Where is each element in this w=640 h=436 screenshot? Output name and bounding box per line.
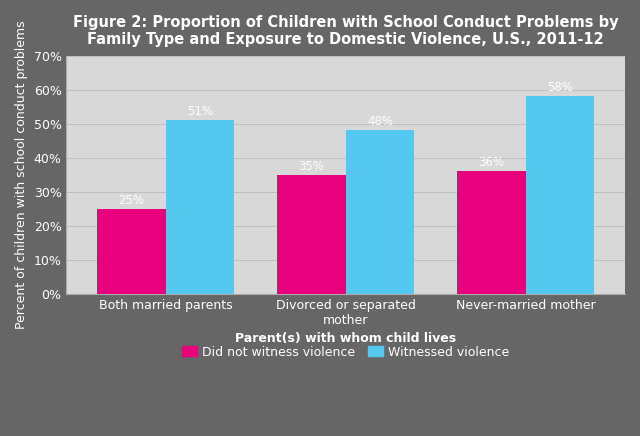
X-axis label: Parent(s) with whom child lives: Parent(s) with whom child lives [235, 332, 456, 345]
Y-axis label: Percent of children with school conduct problems: Percent of children with school conduct … [15, 20, 28, 329]
Bar [277, 174, 346, 294]
Text: 25%: 25% [118, 194, 144, 207]
Text: 36%: 36% [479, 156, 505, 169]
Text: 48%: 48% [367, 115, 393, 128]
Bar [97, 208, 166, 294]
Text: 35%: 35% [298, 160, 324, 173]
Bar [526, 96, 595, 294]
Bar [458, 171, 526, 294]
Legend: Did not witness violence, Witnessed violence: Did not witness violence, Witnessed viol… [177, 341, 514, 364]
Bar [166, 120, 234, 294]
Text: 58%: 58% [547, 81, 573, 94]
Title: Figure 2: Proportion of Children with School Conduct Problems by
Family Type and: Figure 2: Proportion of Children with Sc… [73, 15, 618, 48]
Bar [346, 130, 414, 294]
Text: 51%: 51% [187, 105, 212, 118]
